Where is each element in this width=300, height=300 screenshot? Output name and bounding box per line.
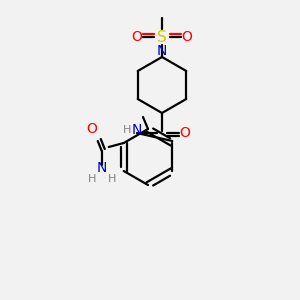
Text: O: O [182, 30, 192, 44]
Text: N: N [157, 44, 167, 58]
Text: N: N [97, 161, 107, 175]
Text: H: H [88, 174, 96, 184]
Text: H: H [123, 125, 131, 135]
Text: S: S [157, 29, 167, 44]
Text: O: O [86, 122, 97, 136]
Text: O: O [132, 30, 142, 44]
Text: O: O [180, 126, 190, 140]
Text: H: H [108, 174, 116, 184]
Text: N: N [132, 123, 142, 137]
